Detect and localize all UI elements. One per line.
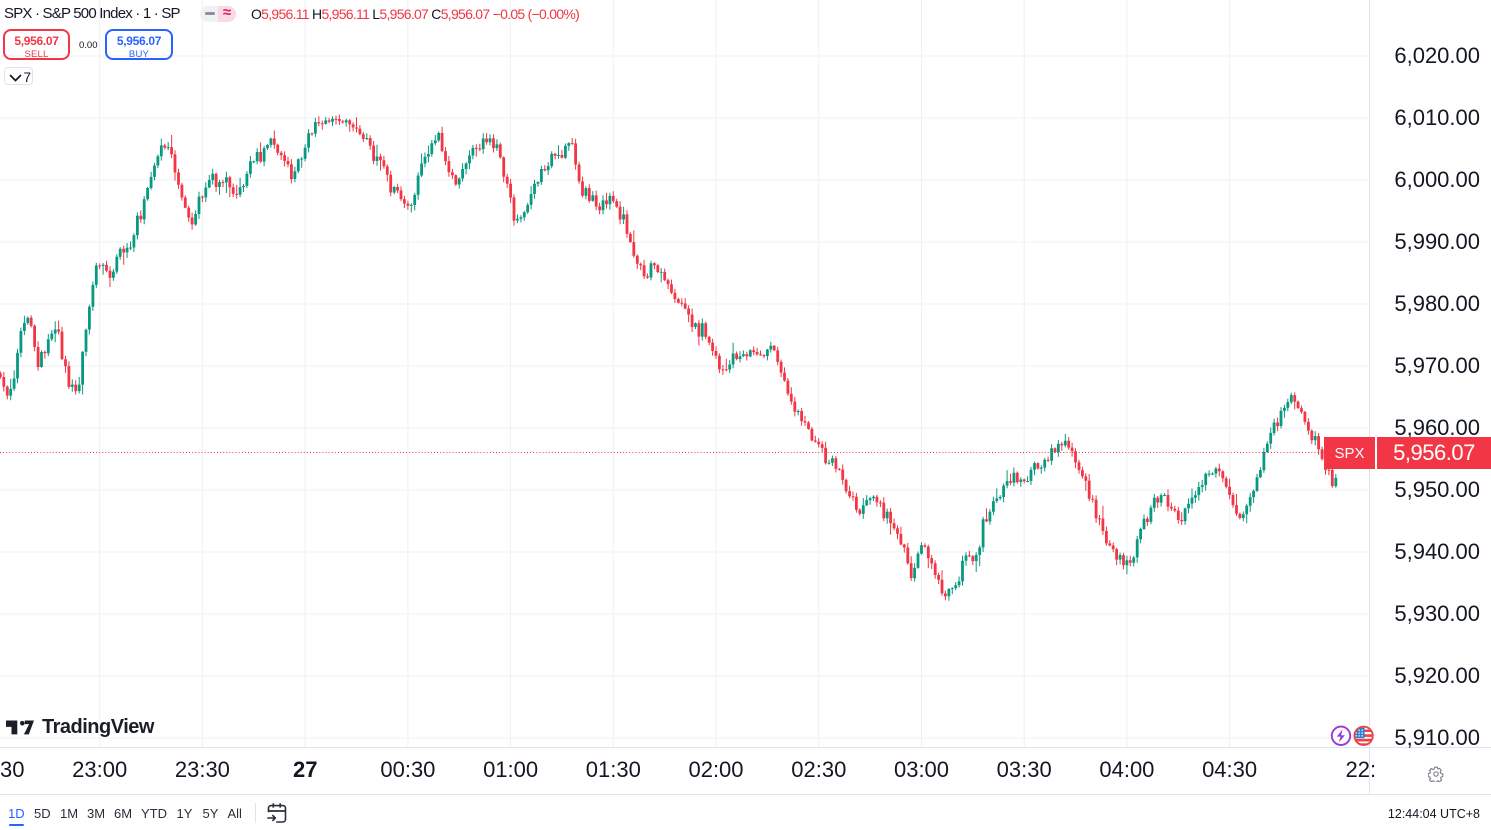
svg-text:01:30: 01:30	[586, 757, 641, 782]
svg-text:5,910.00: 5,910.00	[1394, 725, 1480, 750]
svg-text:00:30: 00:30	[380, 757, 435, 782]
svg-text:04:30: 04:30	[1202, 757, 1257, 782]
svg-text:22:30: 22:30	[1345, 757, 1400, 782]
svg-text:6,000.00: 6,000.00	[1394, 167, 1480, 192]
svg-text:27: 27	[293, 757, 317, 782]
svg-text:5,970.00: 5,970.00	[1394, 353, 1480, 378]
svg-text:02:30: 02:30	[791, 757, 846, 782]
svg-text:5,940.00: 5,940.00	[1394, 539, 1480, 564]
svg-text:6,010.00: 6,010.00	[1394, 105, 1480, 130]
svg-text:5,990.00: 5,990.00	[1394, 229, 1480, 254]
svg-text:03:30: 03:30	[997, 757, 1052, 782]
svg-text:02:00: 02:00	[688, 757, 743, 782]
svg-text:23:00: 23:00	[72, 757, 127, 782]
svg-text:6,020.00: 6,020.00	[1394, 43, 1480, 68]
svg-text:03:00: 03:00	[894, 757, 949, 782]
svg-text:5,930.00: 5,930.00	[1394, 601, 1480, 626]
svg-text:5,960.00: 5,960.00	[1394, 415, 1480, 440]
svg-text:5,980.00: 5,980.00	[1394, 291, 1480, 316]
svg-text:5,920.00: 5,920.00	[1394, 663, 1480, 688]
svg-text:5,950.00: 5,950.00	[1394, 477, 1480, 502]
svg-text:01:00: 01:00	[483, 757, 538, 782]
svg-text:23:30: 23:30	[175, 757, 230, 782]
svg-text:22:30: 22:30	[0, 757, 25, 782]
svg-text:04:00: 04:00	[1099, 757, 1154, 782]
